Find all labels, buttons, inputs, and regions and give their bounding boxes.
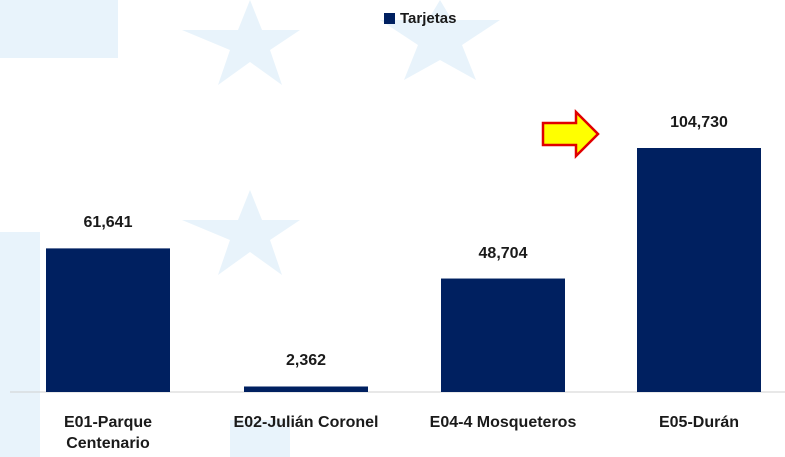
arrow	[541, 108, 600, 160]
bars	[46, 148, 761, 392]
legend-swatch	[384, 13, 395, 24]
legend: Tarjetas	[384, 10, 456, 27]
x-tick-label: E05-Durán	[658, 414, 740, 431]
bar	[637, 148, 761, 392]
bar	[244, 386, 368, 392]
value-label: 104,730	[670, 114, 728, 131]
x-tick-label: E01-Parque Centenario	[63, 414, 153, 452]
background-decoration	[0, 0, 500, 457]
x-tick-label: E04-4 Mosqueteros	[429, 414, 577, 431]
legend-label: Tarjetas	[400, 10, 457, 27]
bar	[441, 278, 565, 392]
value-label: 61,641	[83, 214, 133, 232]
x-tick-label: E02-Julián Coronel	[233, 414, 379, 431]
value-label: 48,704	[478, 244, 528, 262]
bar	[46, 248, 170, 392]
value-label: 2,362	[285, 352, 327, 370]
